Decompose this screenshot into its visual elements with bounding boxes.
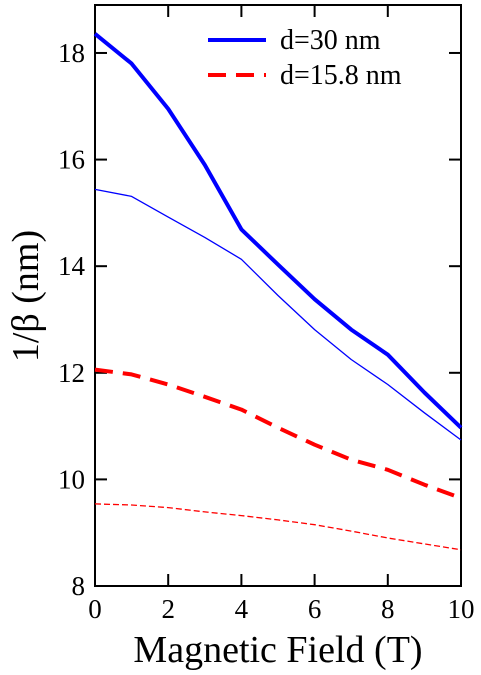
y-axis-label: 1/β (nm) <box>5 230 47 362</box>
x-tick-label: 2 <box>161 594 175 624</box>
series-line <box>93 32 463 430</box>
legend-label: d=15.8 nm <box>280 60 402 91</box>
y-tick-label: 8 <box>72 571 86 601</box>
x-tick-label: 6 <box>308 594 322 624</box>
y-tick-label: 18 <box>58 38 85 68</box>
y-tick-label: 10 <box>58 464 85 494</box>
x-tick-label: 10 <box>448 594 475 624</box>
x-tick-label: 8 <box>381 594 395 624</box>
y-tick-label: 14 <box>58 251 86 281</box>
series-line <box>94 188 462 441</box>
series-line <box>94 367 462 500</box>
legend-label: d=30 nm <box>280 25 381 56</box>
y-tick-label: 16 <box>58 145 85 175</box>
y-tick-label: 12 <box>58 358 85 388</box>
x-axis-label: Magnetic Field (T) <box>133 629 422 671</box>
x-tick-label: 0 <box>88 594 102 624</box>
series-line <box>94 503 462 551</box>
plot-frame <box>94 4 462 587</box>
x-tick-label: 4 <box>235 594 249 624</box>
